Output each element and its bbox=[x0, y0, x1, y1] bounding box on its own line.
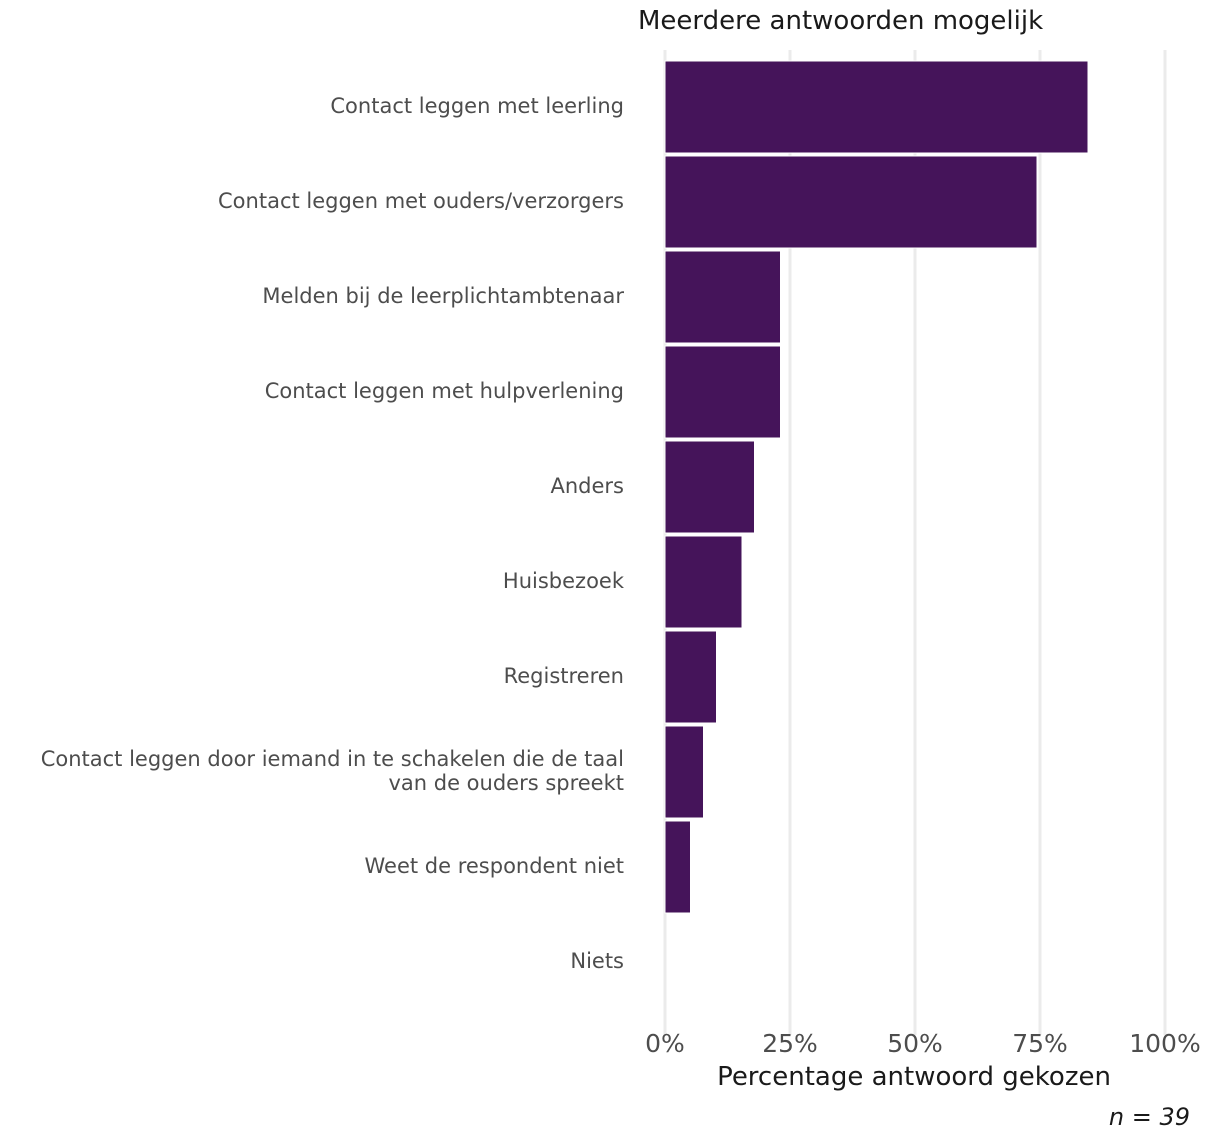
category-labels: Contact leggen met leerling Contact legge… bbox=[41, 94, 625, 973]
category-label: Contact leggen met ouders/verzorgers bbox=[218, 189, 624, 213]
bar bbox=[664, 820, 691, 914]
bars bbox=[664, 60, 1089, 914]
x-axis-ticks: 0% 25% 50% 75% 100% bbox=[645, 1029, 1201, 1058]
category-label: Huisbezoek bbox=[503, 569, 625, 593]
x-axis-title: Percentage antwoord gekozen bbox=[717, 1062, 1111, 1092]
x-tick-label: 100% bbox=[1129, 1029, 1200, 1058]
category-label: Weet de respondent niet bbox=[365, 854, 625, 878]
category-label: Contact leggen door iemand in te schakel… bbox=[41, 747, 624, 795]
category-label: Registreren bbox=[504, 664, 624, 688]
bar bbox=[664, 60, 1089, 154]
bar bbox=[664, 535, 743, 629]
category-label: Melden bij de leerplichtambtenaar bbox=[262, 284, 624, 308]
bar bbox=[664, 345, 781, 439]
bar bbox=[664, 440, 755, 534]
bar bbox=[664, 630, 717, 724]
category-label: Niets bbox=[570, 949, 624, 973]
x-tick-label: 25% bbox=[762, 1029, 818, 1058]
x-tick-label: 0% bbox=[645, 1029, 685, 1058]
bar bbox=[664, 725, 704, 819]
category-label: Contact leggen met leerling bbox=[330, 94, 624, 118]
category-label: Contact leggen met hulpverlening bbox=[265, 379, 624, 403]
x-tick-label: 50% bbox=[887, 1029, 943, 1058]
category-label: Anders bbox=[551, 474, 625, 498]
chart-subtitle: Meerdere antwoorden mogelijk bbox=[638, 6, 1043, 36]
bar bbox=[664, 155, 1038, 249]
caption-sample-size: n = 39 bbox=[1109, 1103, 1190, 1129]
x-tick-label: 75% bbox=[1012, 1029, 1068, 1058]
bar bbox=[664, 250, 781, 344]
